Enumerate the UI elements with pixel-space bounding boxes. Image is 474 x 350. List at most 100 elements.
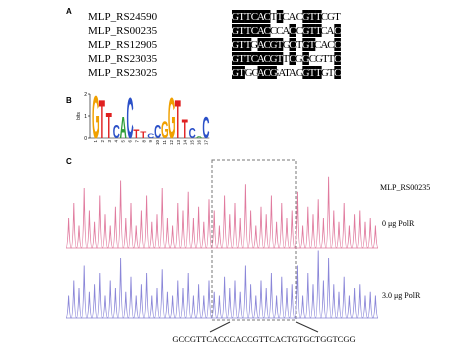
peak xyxy=(299,225,306,249)
shaded-letter: T xyxy=(238,25,245,37)
peak xyxy=(372,295,379,319)
peak xyxy=(278,202,285,249)
peak xyxy=(330,284,337,319)
peak xyxy=(185,272,192,319)
peak xyxy=(247,284,254,319)
peak xyxy=(117,257,124,319)
peak xyxy=(237,291,244,319)
shade-cover xyxy=(232,52,239,65)
peak xyxy=(86,210,93,249)
shade-cover xyxy=(276,52,284,65)
shaded-letter: C xyxy=(289,39,296,51)
x-tick-label: 16 xyxy=(196,140,201,146)
shaded-letter: C xyxy=(334,53,341,65)
peak xyxy=(257,280,265,319)
peak xyxy=(273,221,280,249)
shaded-letter: G xyxy=(302,39,310,51)
peak xyxy=(190,295,197,319)
shaded-letter: A xyxy=(257,39,265,51)
peak xyxy=(107,280,114,319)
peak xyxy=(195,284,202,319)
logo-letter: C xyxy=(113,123,120,143)
x-tick-label: 12 xyxy=(169,140,174,146)
shaded-letter: A xyxy=(257,67,265,79)
shade-cover xyxy=(302,38,309,51)
shade-cover xyxy=(251,10,258,23)
shaded-letter: G xyxy=(231,25,239,37)
peak xyxy=(179,210,187,249)
peak xyxy=(304,206,311,249)
shaded-letter: T xyxy=(245,39,252,51)
shaded-letter: T xyxy=(238,11,245,23)
x-tick-label: 9 xyxy=(148,140,153,143)
shade-cover xyxy=(289,52,296,65)
shaded-letter: G xyxy=(270,67,278,79)
shade-cover xyxy=(244,52,252,65)
x-tick-label: 6 xyxy=(127,140,132,143)
x-tick-label: 7 xyxy=(134,140,139,143)
peak xyxy=(268,195,275,249)
logo-letter: T xyxy=(99,91,105,151)
shade-cover xyxy=(302,24,309,37)
peak xyxy=(70,202,77,249)
shade-cover xyxy=(257,38,264,51)
shade-cover xyxy=(334,52,341,65)
gene-name: MLP_RS12905 xyxy=(88,39,158,51)
peak xyxy=(273,295,280,319)
peak xyxy=(221,276,228,319)
logo-letter: G xyxy=(168,86,176,150)
x-tick-label: 3 xyxy=(107,140,112,143)
peak xyxy=(153,287,161,319)
peak xyxy=(361,295,369,319)
peak xyxy=(91,284,98,319)
peak xyxy=(299,295,306,319)
x-tick-label: 13 xyxy=(176,140,181,146)
peak xyxy=(143,272,150,319)
shade-cover xyxy=(270,66,277,79)
panel-label: C xyxy=(66,157,72,166)
shade-cover xyxy=(334,24,341,37)
peak xyxy=(153,214,161,249)
shade-cover xyxy=(238,24,245,37)
shade-cover xyxy=(302,10,309,23)
peak xyxy=(346,295,353,319)
shade-cover xyxy=(238,38,245,51)
shaded-letter: C xyxy=(264,11,271,23)
peak xyxy=(231,202,239,249)
peak xyxy=(252,225,259,249)
peak xyxy=(117,180,124,249)
peak xyxy=(205,199,213,249)
shaded-letter: G xyxy=(270,39,278,51)
peak xyxy=(283,217,291,249)
logo-letter: T xyxy=(140,130,146,141)
peak xyxy=(335,221,343,249)
x-tick-label: 4 xyxy=(114,140,119,143)
peak xyxy=(138,284,145,319)
peak xyxy=(263,214,270,249)
peak xyxy=(91,221,98,249)
peak xyxy=(216,225,223,249)
peak xyxy=(315,250,322,319)
peak xyxy=(112,206,119,249)
shaded-letter: G xyxy=(231,53,239,65)
peak xyxy=(164,291,171,319)
peak xyxy=(122,291,129,319)
peak xyxy=(226,287,233,319)
y-tick-label: 0 xyxy=(84,136,87,142)
peak xyxy=(148,221,155,249)
peak xyxy=(133,295,140,319)
peak xyxy=(351,214,358,249)
x-tick-label: 2 xyxy=(100,140,105,143)
shaded-letter: T xyxy=(245,11,252,23)
peak xyxy=(70,280,77,319)
peak xyxy=(356,284,363,319)
peak xyxy=(185,191,192,249)
panel-label: A xyxy=(66,7,72,16)
shade-cover xyxy=(251,52,258,65)
shaded-letter: T xyxy=(309,11,316,23)
shade-cover xyxy=(238,52,245,65)
shade-cover xyxy=(276,10,284,23)
shaded-letter: T xyxy=(245,25,252,37)
peak xyxy=(341,276,348,319)
shade-cover xyxy=(308,24,316,37)
